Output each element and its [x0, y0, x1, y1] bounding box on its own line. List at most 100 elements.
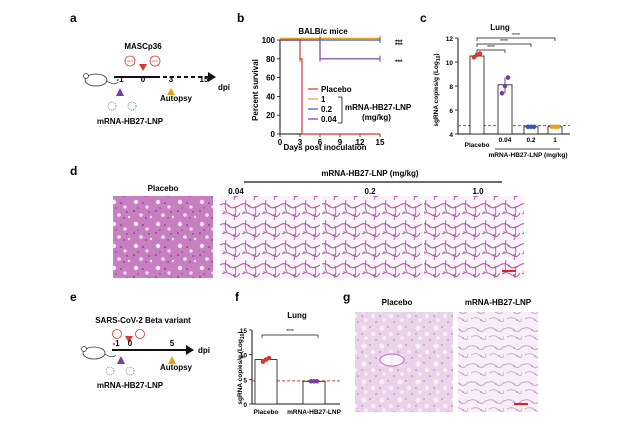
panel-d: d Placebo mRNA-HB27-LNP (mg/kg) 0.04 0.2…	[70, 164, 524, 278]
panel-a-letter: a	[70, 11, 77, 25]
chart-title: Lung	[287, 311, 307, 320]
day-label: 0	[141, 75, 146, 84]
x-axis-label: Days post inoculation	[283, 143, 366, 152]
significance-label: ****	[286, 329, 294, 335]
panel-c: c Lung sgRNA copies/g (Log10) 4 6 8 10 12 0.0…	[420, 11, 570, 159]
y-tick-label: 0	[271, 130, 276, 139]
histology-image-0.04	[220, 196, 320, 278]
mouse-icon	[81, 346, 117, 360]
chart-title: Lung	[490, 23, 510, 32]
timeline-arrowhead-icon	[186, 345, 194, 355]
vaccine-label: mRNA-HB27-LNP	[465, 298, 532, 307]
lung-bars	[469, 51, 563, 135]
vaccine-label: mRNA-HB27-LNP	[97, 117, 164, 126]
placebo-label: Placebo	[382, 298, 413, 307]
y-tick-label: 10	[240, 353, 248, 360]
y-tick-label: 8	[449, 84, 453, 91]
data-point	[505, 75, 511, 80]
day-label: 3	[169, 75, 174, 84]
histology-image-1.0	[424, 196, 524, 278]
vaccine-label: mRNA-HB27-LNP	[97, 381, 164, 390]
significance-label: ***	[395, 42, 403, 49]
x-tick-label: 0.2	[526, 137, 535, 144]
x-category-label: Placebo	[465, 142, 490, 149]
histology-image-0.2	[322, 196, 422, 278]
bar	[302, 380, 326, 405]
timeline-arrowhead-icon	[208, 72, 216, 82]
y-tick-label: 60	[266, 74, 275, 83]
legend-bracket	[338, 96, 343, 124]
bar	[254, 359, 278, 405]
data-point	[314, 379, 320, 384]
dose-label: 1.0	[472, 187, 484, 196]
y-tick-label: 40	[266, 92, 275, 101]
data-point	[531, 124, 537, 130]
y-axis-label: sgRNA copies/g (Log10)	[433, 53, 442, 126]
data-point	[266, 355, 272, 361]
autopsy-arrow-icon	[168, 356, 176, 364]
x-tick-label: Placebo	[254, 409, 279, 416]
significance-brackets: **** **** ****	[476, 33, 556, 53]
panel-b: b BALB/c mice Percent survival Days post…	[237, 11, 412, 152]
x-tick-label: 15	[376, 138, 385, 147]
autopsy-arrow-icon	[167, 88, 175, 95]
significance-label: ****	[512, 33, 520, 39]
group-label: mRNA-HB27-LNP (mg/kg)	[321, 169, 419, 178]
virus-arrow-icon	[125, 336, 133, 343]
bar	[469, 55, 485, 135]
data-point	[555, 124, 561, 130]
x-tick-label: 9	[338, 138, 343, 147]
panel-a-drug-label: MASCp36	[124, 42, 162, 51]
dpi-label: dpi	[218, 83, 230, 92]
significance-bracket	[261, 334, 319, 338]
placebo-label: Placebo	[148, 184, 179, 193]
data-point	[499, 90, 505, 96]
syringe-icon	[112, 329, 145, 339]
legend-label-02: 0.2	[321, 105, 333, 114]
data-point	[477, 51, 483, 56]
day-label: -1	[116, 75, 124, 84]
survival-legend: Placebo 1 0.2 0.04 mRNA-HB27-LNP (mg/kg)	[308, 85, 412, 124]
dpi-label: dpi	[198, 346, 210, 355]
x-group-label: mRNA-HB27-LNP (mg/kg)	[489, 152, 568, 159]
x-tick-label: 12	[356, 138, 365, 147]
x-tick-label: 0.04	[499, 137, 512, 144]
legend-label-004: 0.04	[321, 115, 337, 124]
panel-a: a MASCp36 -1 0 3 15 dpi Autopsy mRNA-HB2…	[70, 11, 230, 126]
panel-g: g Placebo mRNA-HB27-LNP	[343, 290, 538, 412]
survival-line-0.04	[280, 39, 380, 60]
legend-label-placebo: Placebo	[321, 85, 352, 94]
syringe-icon	[124, 55, 161, 67]
y-tick-label: 6	[449, 108, 453, 115]
histology-image-vaccine	[458, 312, 538, 412]
y-tick-label: 20	[266, 111, 275, 120]
panel-e-letter: e	[70, 290, 77, 304]
panel-f-letter: f	[235, 290, 240, 304]
panel-b-letter: b	[237, 11, 244, 25]
histology-image-placebo	[113, 196, 213, 278]
drug-arrow-icon	[139, 64, 147, 71]
y-tick-label: 15	[240, 328, 248, 335]
day-label: 15	[200, 75, 209, 84]
panel-c-letter: c	[420, 11, 427, 25]
legend-group-title: mRNA-HB27-LNP	[345, 103, 412, 112]
y-axis-label: Percent survival	[251, 59, 260, 121]
panel-f: f Lung sgRNA copies/g (Log10) 0 5 10 15 Plac…	[235, 290, 342, 416]
virus-icon	[107, 101, 137, 111]
virus-label: SARS-CoV-2 Beta variant	[95, 316, 191, 325]
virus-icon	[105, 366, 135, 376]
day-label: -1	[112, 339, 120, 348]
panel-d-letter: d	[70, 164, 77, 178]
dose-label: 0.2	[364, 187, 376, 196]
x-tick-label: 3	[298, 138, 303, 147]
vaccine-arrow-icon	[117, 356, 125, 364]
y-tick-label: 4	[449, 132, 453, 139]
mouse-icon	[83, 73, 119, 87]
y-tick-label: 80	[266, 55, 275, 64]
day-label: 5	[170, 339, 175, 348]
vaccine-arrow-icon	[116, 88, 124, 96]
panel-g-letter: g	[343, 290, 350, 304]
data-point	[260, 359, 266, 364]
legend-group-unit: (mg/kg)	[362, 113, 391, 122]
